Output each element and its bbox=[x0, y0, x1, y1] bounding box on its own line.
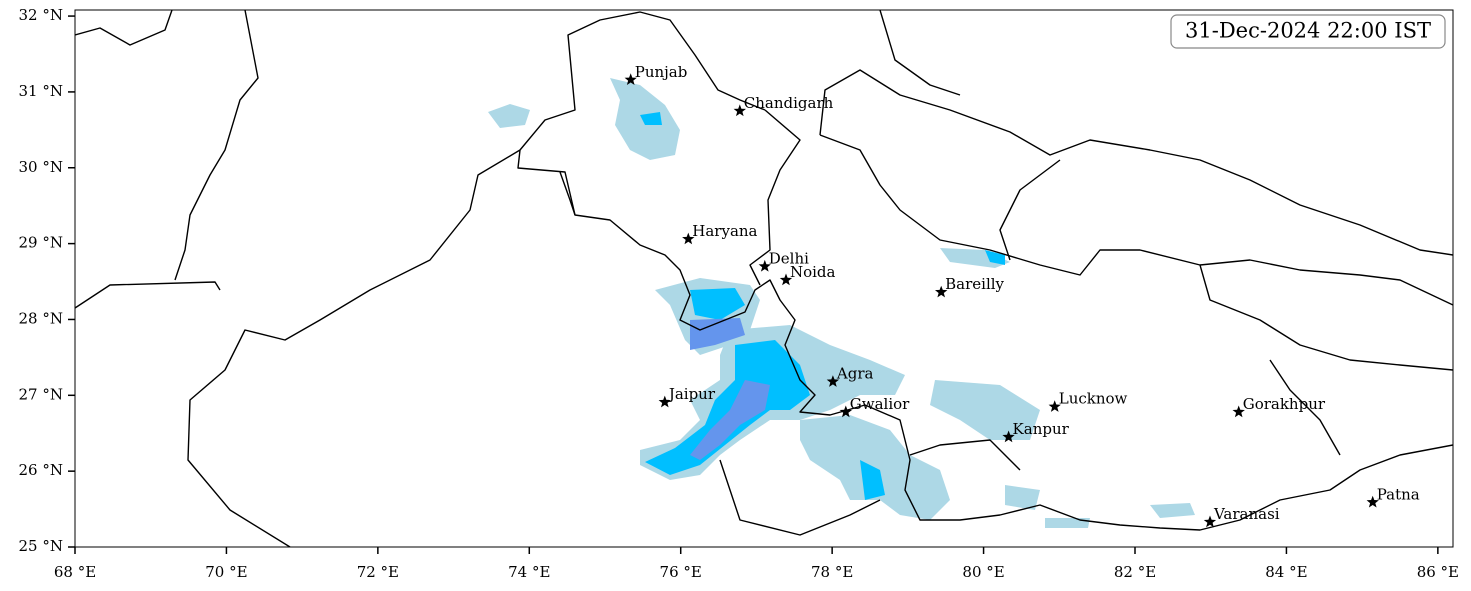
rainfall bbox=[488, 78, 1195, 528]
map-layers bbox=[75, 10, 1453, 547]
city-label: Lucknow bbox=[1059, 390, 1128, 408]
city-label: Gorakhpur bbox=[1243, 395, 1326, 413]
x-tick-label: 86 °E bbox=[1417, 563, 1459, 581]
y-tick-label: 31 °N bbox=[19, 82, 63, 100]
x-tick-label: 82 °E bbox=[1114, 563, 1156, 581]
y-tick-label: 25 °N bbox=[19, 537, 63, 555]
x-tick-label: 70 °E bbox=[205, 563, 247, 581]
city-marker bbox=[658, 395, 671, 408]
map-frame bbox=[74, 9, 1454, 548]
city-marker bbox=[733, 104, 746, 117]
city-marker bbox=[1366, 495, 1379, 508]
city-label: Punjab bbox=[635, 63, 688, 81]
x-tick-label: 80 °E bbox=[962, 563, 1004, 581]
city-label: Jaipur bbox=[667, 385, 716, 403]
city-label: Delhi bbox=[769, 249, 809, 267]
city-marker bbox=[839, 405, 852, 418]
borders bbox=[75, 10, 1453, 547]
y-tick-label: 30 °N bbox=[19, 158, 63, 176]
city-marker bbox=[1203, 515, 1217, 528]
city-label: Bareilly bbox=[945, 275, 1004, 293]
city-marker bbox=[1002, 430, 1015, 443]
city-marker bbox=[624, 73, 637, 85]
x-tick-label: 74 °E bbox=[508, 563, 550, 581]
y-tick-label: 28 °N bbox=[19, 309, 63, 327]
city-marker bbox=[779, 273, 793, 286]
y-tick-label: 26 °N bbox=[19, 461, 63, 479]
city-marker bbox=[826, 375, 840, 387]
y-tick-label: 27 °N bbox=[19, 385, 63, 403]
city-label: Gwalior bbox=[850, 395, 910, 413]
x-tick-label: 76 °E bbox=[660, 563, 702, 581]
city-marker bbox=[758, 259, 771, 272]
city-label: Chandigarh bbox=[744, 94, 834, 112]
x-tick-label: 68 °E bbox=[54, 563, 96, 581]
city-marker bbox=[935, 285, 948, 298]
city-label: Varanasi bbox=[1213, 505, 1280, 523]
timestamp: 31-Dec-2024 22:00 IST bbox=[1185, 19, 1431, 43]
city-label: Noida bbox=[790, 263, 836, 281]
city-marker bbox=[1048, 400, 1061, 412]
x-tick-label: 84 °E bbox=[1265, 563, 1307, 581]
y-tick-label: 29 °N bbox=[19, 234, 63, 252]
city-label: Haryana bbox=[692, 222, 757, 240]
y-tick-label: 32 °N bbox=[19, 6, 63, 24]
city-label: Patna bbox=[1377, 485, 1420, 503]
x-tick-label: 72 °E bbox=[357, 563, 399, 581]
timestamp-box bbox=[1170, 14, 1446, 49]
city-label: Kanpur bbox=[1013, 420, 1070, 438]
city-marker bbox=[1232, 405, 1245, 418]
city-label: Agra bbox=[836, 365, 874, 383]
city-marker bbox=[682, 232, 695, 245]
x-tick-label: 78 °E bbox=[811, 563, 853, 581]
